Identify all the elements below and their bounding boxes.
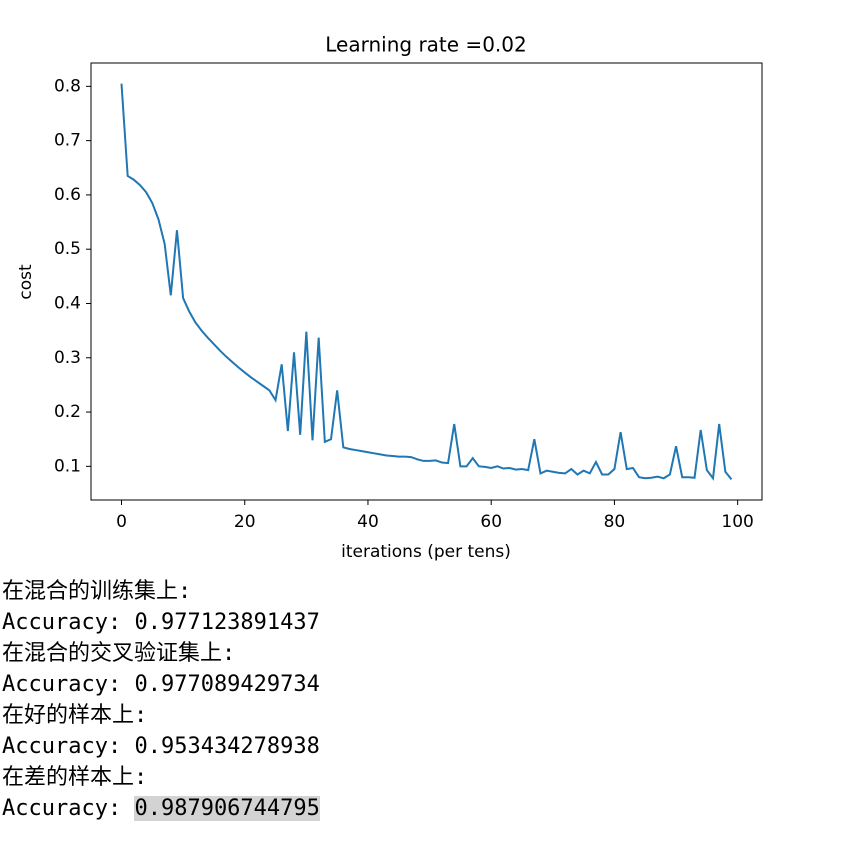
y-tick-label: 0.1 bbox=[54, 456, 81, 476]
x-tick-label: 80 bbox=[604, 512, 626, 532]
x-axis-label: iterations (per tens) bbox=[341, 542, 511, 562]
accuracy-label: Accuracy: bbox=[2, 610, 122, 635]
heading-text: 在差的样本上: bbox=[2, 765, 148, 790]
x-tick-label: 0 bbox=[116, 512, 127, 532]
x-tick-label: 40 bbox=[357, 512, 379, 532]
output-line: Accuracy: 0.977123891437 bbox=[2, 607, 320, 638]
output-line: Accuracy: 0.987906744795 bbox=[2, 793, 320, 824]
y-tick-label: 0.4 bbox=[54, 293, 81, 313]
x-tick-label: 100 bbox=[721, 512, 753, 532]
y-tick-label: 0.6 bbox=[54, 185, 81, 205]
output-line: 在差的样本上: bbox=[2, 762, 320, 793]
output-line: 在混合的训练集上: bbox=[2, 576, 320, 607]
accuracy-value: 0.953434278938 bbox=[134, 734, 320, 759]
y-tick-label: 0.2 bbox=[54, 402, 81, 422]
plot-frame bbox=[90, 62, 763, 501]
accuracy-label: Accuracy: bbox=[2, 672, 122, 697]
output-line: 在好的样本上: bbox=[2, 700, 320, 731]
y-tick-label: 0.5 bbox=[54, 239, 81, 259]
heading-text: 在好的样本上: bbox=[2, 703, 148, 728]
y-tick-label: 0.7 bbox=[54, 131, 81, 151]
accuracy-value: 0.977123891437 bbox=[134, 610, 320, 635]
output-line: 在混合的交叉验证集上: bbox=[2, 638, 320, 669]
output-line: Accuracy: 0.953434278938 bbox=[2, 731, 320, 762]
x-tick-label: 20 bbox=[234, 512, 256, 532]
accuracy-value: 0.977089429734 bbox=[134, 672, 320, 697]
accuracy-label: Accuracy: bbox=[2, 734, 122, 759]
chart: Learning rate =0.02 iterations (per tens… bbox=[16, 33, 763, 562]
y-axis-label: cost bbox=[16, 264, 36, 300]
line bbox=[120, 83, 733, 481]
y-tick-label: 0.3 bbox=[54, 348, 81, 368]
x-tick-label: 60 bbox=[480, 512, 502, 532]
accuracy-value: 0.987906744795 bbox=[134, 796, 320, 821]
chart-title: Learning rate =0.02 bbox=[325, 33, 526, 57]
output-line: Accuracy: 0.977089429734 bbox=[2, 669, 320, 700]
output: 在混合的训练集上: Accuracy: 0.977123891437 在混合的交叉验… bbox=[2, 576, 320, 824]
heading-text: 在混合的交叉验证集上: bbox=[2, 641, 236, 666]
heading-text: 在混合的训练集上: bbox=[2, 579, 192, 604]
y-tick-label: 0.8 bbox=[54, 76, 81, 96]
accuracy-label: Accuracy: bbox=[2, 796, 122, 821]
